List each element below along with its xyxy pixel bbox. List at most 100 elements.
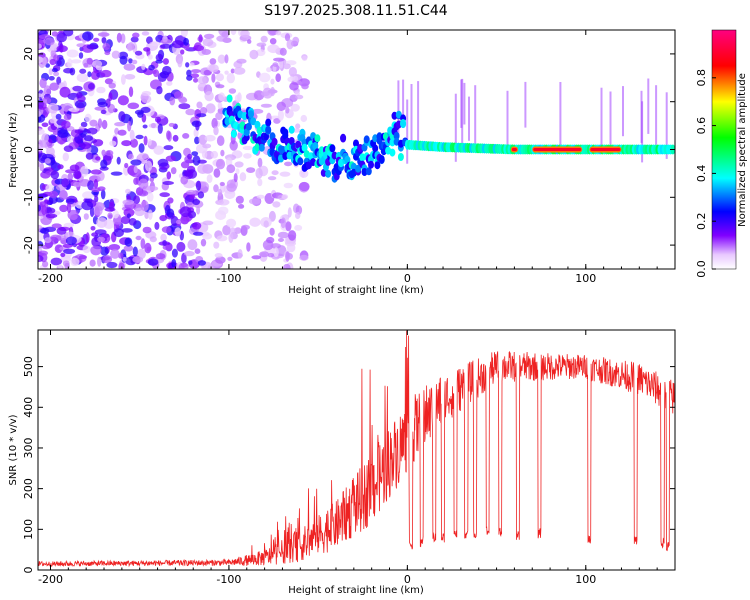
heatmap-blob — [49, 58, 56, 66]
signal-blob — [245, 122, 252, 131]
colorbar-tick-label: 0.0 — [695, 260, 708, 278]
heatmap-blob — [84, 113, 92, 123]
heatmap-blob — [96, 217, 108, 228]
heatmap-blob — [142, 226, 152, 234]
heatmap-streak — [622, 86, 624, 137]
heatmap-blob — [193, 231, 204, 236]
heatmap-blob — [110, 248, 120, 259]
x-tick-label: 0 — [404, 573, 411, 586]
signal-blob — [368, 160, 374, 169]
heatmap-blob — [192, 45, 205, 52]
signal-blob — [265, 125, 272, 134]
heatmap-blob — [271, 170, 279, 176]
heatmap-blob — [217, 188, 223, 197]
heatmap-blob — [131, 59, 138, 65]
heatmap-blob — [278, 59, 284, 69]
heatmap-blob — [49, 82, 59, 91]
heatmap-blob — [226, 183, 237, 192]
heatmap-blob — [38, 128, 45, 135]
signal-blob — [282, 131, 289, 140]
signal-blob — [397, 153, 404, 161]
heatmap-blob — [127, 102, 140, 110]
heatmap-blob — [170, 167, 177, 175]
heatmap-blob — [300, 114, 308, 123]
heatmap-blob — [117, 129, 127, 136]
heatmap-blob — [193, 77, 199, 83]
heatmap-blob — [262, 87, 273, 99]
heatmap-blob — [91, 187, 101, 193]
heatmap-streak — [524, 81, 527, 128]
heatmap-blob — [101, 37, 107, 44]
colorbar-tick-label: 0.4 — [695, 165, 708, 183]
heatmap-blob — [51, 31, 59, 37]
heatmap-blob — [197, 191, 205, 199]
heatmap-blob — [216, 135, 225, 146]
heatmap-blob — [162, 58, 169, 65]
heatmap-blob — [123, 245, 134, 252]
heatmap-blob — [87, 83, 95, 90]
heatmap-blob — [133, 177, 139, 185]
heatmap-blob — [87, 71, 92, 78]
signal-blob — [393, 131, 400, 140]
heatmap-blob — [191, 69, 201, 74]
heatmap-blob — [259, 251, 270, 258]
heatmap-blob — [256, 42, 267, 47]
signal-blob — [248, 110, 254, 119]
heatmap-blob — [123, 208, 135, 217]
heatmap-blob — [249, 217, 261, 227]
heatmap-blob — [155, 116, 161, 123]
heatmap-blob — [285, 106, 290, 114]
heatmap-blob — [110, 171, 123, 176]
heatmap-streak — [461, 78, 464, 146]
heatmap-blob — [132, 246, 138, 257]
heatmap-blob — [76, 92, 83, 99]
heatmap-blob — [113, 228, 124, 238]
heatmap-blob — [83, 62, 89, 68]
heatmap-blob — [141, 90, 152, 97]
heatmap-blob — [118, 262, 125, 269]
heatmap-blob — [279, 171, 291, 177]
heatmap-blob — [295, 123, 301, 129]
heatmap-blob — [94, 195, 99, 203]
snr-y-ticks: 0 100 200 300 400 500 — [22, 356, 675, 574]
heatmap-blob — [216, 35, 228, 42]
heatmap-blob — [64, 262, 70, 269]
signal-blob — [265, 118, 272, 127]
heatmap-blob — [197, 164, 209, 174]
heatmap-blob — [214, 253, 223, 258]
x-tick-label: -100 — [216, 573, 241, 586]
heatmap-blob — [39, 78, 47, 89]
heatmap-blob — [298, 181, 310, 192]
heatmap-blob — [283, 263, 291, 269]
heatmap-blob — [270, 243, 281, 249]
heatmap-blob — [277, 109, 284, 121]
heatmap-blob — [73, 181, 81, 188]
heatmap-blob — [208, 64, 219, 73]
heatmap-blob — [159, 192, 170, 198]
heatmap-blob — [55, 113, 62, 120]
heatmap-blob — [230, 68, 235, 74]
heatmap-blob — [241, 224, 250, 230]
heatmap-blob — [89, 119, 98, 127]
heatmap-blob — [180, 49, 185, 55]
heatmap-blob — [128, 218, 137, 226]
heatmap-blob — [185, 108, 196, 116]
heatmap-blob — [260, 217, 272, 228]
heatmap-blob — [294, 224, 303, 231]
heatmap-blob — [180, 263, 189, 269]
heatmap-blob — [190, 73, 200, 79]
heatmap-blob — [192, 155, 201, 166]
heatmap-blob — [153, 145, 164, 155]
heatmap-blob — [217, 54, 226, 64]
signal-blob — [250, 117, 257, 126]
heatmap-blob — [218, 30, 229, 36]
colorbar-gradient — [711, 29, 737, 270]
heatmap-blob — [284, 161, 293, 167]
heatmap-blob — [79, 68, 87, 74]
heatmap-blob — [257, 157, 263, 168]
heatmap-blob — [96, 86, 106, 94]
heatmap-blob — [38, 250, 48, 256]
heatmap-blob — [109, 140, 117, 147]
heatmap-blob — [51, 223, 62, 229]
